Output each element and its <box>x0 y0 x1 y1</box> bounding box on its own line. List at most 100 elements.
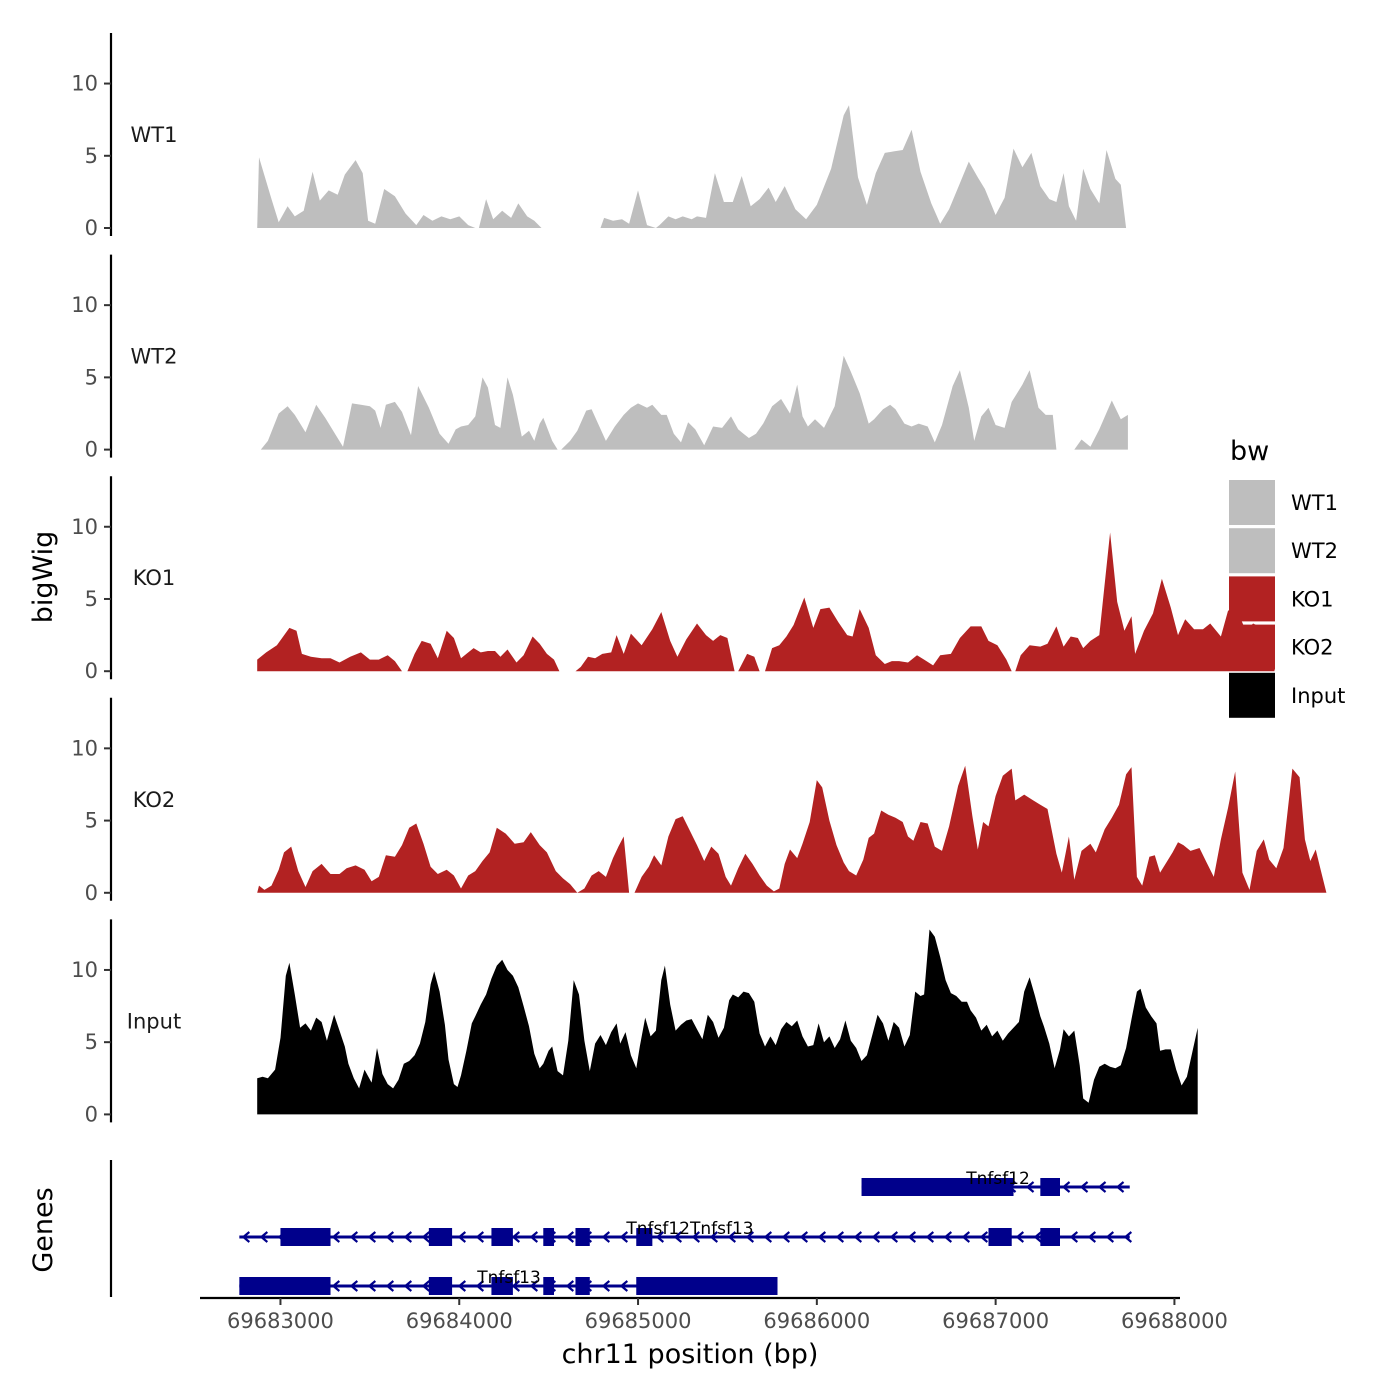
strand-arrow <box>241 1231 251 1243</box>
x-tick-label: 69686000 <box>763 1309 870 1333</box>
legend-swatch <box>1229 672 1275 718</box>
track-label: WT1 <box>131 123 178 147</box>
y-tick-label: 5 <box>85 144 98 168</box>
gene-label: Tnfsf12Tnfsf13 <box>625 1219 753 1239</box>
strand-arrow <box>925 1231 935 1243</box>
strand-arrow <box>853 1231 863 1243</box>
exon-block <box>428 1277 453 1295</box>
strand-arrow <box>1079 1181 1089 1193</box>
y-tick-label: 10 <box>71 958 98 982</box>
exon-block <box>239 1277 331 1295</box>
genes-axis-title: Genes <box>28 1187 59 1272</box>
strand-arrow <box>889 1231 899 1243</box>
strand-arrow <box>421 1280 431 1292</box>
track-wt2: 0 5 10 WT2 <box>71 254 1128 462</box>
strand-arrow <box>1061 1181 1071 1193</box>
strand-arrow <box>655 1231 665 1243</box>
strand-arrow <box>907 1231 917 1243</box>
track-input: 0 5 10 Input <box>71 919 1198 1126</box>
y-tick-label: 5 <box>85 1030 98 1054</box>
strand-arrow <box>385 1280 395 1292</box>
gene-label: Tnfsf13 <box>476 1268 541 1288</box>
strand-arrow <box>871 1231 881 1243</box>
y-tick-label: 5 <box>85 809 98 833</box>
strand-arrow <box>817 1231 827 1243</box>
exon-block <box>543 1228 555 1246</box>
exon-block <box>575 1228 590 1246</box>
y-tick-label: 0 <box>85 659 98 683</box>
signal-area-ko1 <box>257 532 1275 672</box>
legend-item-wt2: WT2 <box>1229 528 1338 574</box>
strand-arrow <box>745 1231 755 1243</box>
x-tick-label: 69683000 <box>227 1309 334 1333</box>
legend-label: WT1 <box>1291 491 1338 515</box>
strand-arrow <box>943 1231 953 1243</box>
exon-block <box>636 1277 778 1295</box>
y-tick-label: 0 <box>85 1102 98 1126</box>
y-tick-label: 10 <box>71 736 98 760</box>
gene-label: Tnfsf12 <box>965 1169 1030 1189</box>
signal-tracks: 0 5 10 WT1 0 5 10 WT2 0 5 10 KO1 0 5 10 KO2 0 5 10 Input <box>71 33 1327 1126</box>
signal-area-ko2 <box>257 765 1327 893</box>
strand-arrow <box>835 1231 845 1243</box>
strand-arrow <box>601 1231 611 1243</box>
track-wt1: 0 5 10 WT1 <box>71 33 1127 240</box>
strand-arrow <box>349 1231 359 1243</box>
x-axis-title: chr11 position (bp) <box>562 1339 819 1370</box>
strand-arrow <box>781 1231 791 1243</box>
track-label: KO2 <box>133 788 176 812</box>
signal-area-wt2 <box>260 355 1128 450</box>
y-tick-label: 5 <box>85 587 98 611</box>
legend-swatch <box>1229 624 1275 670</box>
strand-arrow <box>511 1280 521 1292</box>
strand-arrow <box>529 1231 539 1243</box>
gene-tnfsf13: Tnfsf13 <box>239 1268 778 1295</box>
track-label: KO1 <box>133 566 176 590</box>
gene-tnfsf12: Tnfsf12 <box>861 1169 1130 1196</box>
strand-arrow <box>1115 1181 1125 1193</box>
exon-block <box>491 1228 513 1246</box>
strand-arrow <box>331 1231 341 1243</box>
legend-title: bw <box>1230 436 1269 467</box>
legend-label: KO2 <box>1291 636 1334 660</box>
signal-area-wt1 <box>257 105 1127 228</box>
strand-arrow <box>457 1280 467 1292</box>
strand-arrow <box>367 1231 377 1243</box>
strand-arrow <box>367 1280 377 1292</box>
y-tick-label: 10 <box>71 72 98 96</box>
legend-swatch <box>1229 480 1275 525</box>
strand-arrow <box>961 1231 971 1243</box>
legend: bw WT1 WT2 KO1 KO2 Input <box>1229 436 1345 718</box>
strand-arrow <box>403 1280 413 1292</box>
y-tick-label: 0 <box>85 881 98 905</box>
track-label: Input <box>127 1009 181 1033</box>
strand-arrow <box>529 1280 539 1292</box>
x-tick-label: 69684000 <box>406 1309 513 1333</box>
y-tick-label: 0 <box>85 216 98 240</box>
x-tick-label: 69685000 <box>585 1309 692 1333</box>
exon-block <box>1040 1178 1060 1196</box>
legend-label: KO1 <box>1291 587 1334 611</box>
strand-arrow <box>1015 1231 1025 1243</box>
exon-block <box>636 1228 653 1246</box>
strand-arrow <box>1105 1231 1115 1243</box>
legend-label: Input <box>1291 684 1345 708</box>
exon-block <box>988 1228 1012 1246</box>
strand-arrow <box>601 1280 611 1292</box>
legend-swatch <box>1229 576 1275 622</box>
strand-arrow <box>565 1231 575 1243</box>
strand-arrow <box>457 1231 467 1243</box>
legend-label: WT2 <box>1291 539 1338 563</box>
legend-item-input: Input <box>1229 672 1345 718</box>
strand-arrow <box>619 1231 629 1243</box>
y-axis-title: bigWig <box>28 531 59 624</box>
strand-arrow <box>475 1231 485 1243</box>
legend-item-ko2: KO2 <box>1229 624 1334 670</box>
y-tick-label: 10 <box>71 293 98 317</box>
exon-block <box>428 1228 453 1246</box>
gene-tnfsf12tnfsf13: Tnfsf12Tnfsf13 <box>239 1219 1133 1246</box>
y-tick-label: 10 <box>71 515 98 539</box>
x-tick-label: 69688000 <box>1121 1309 1228 1333</box>
exon-block <box>861 1178 1014 1196</box>
